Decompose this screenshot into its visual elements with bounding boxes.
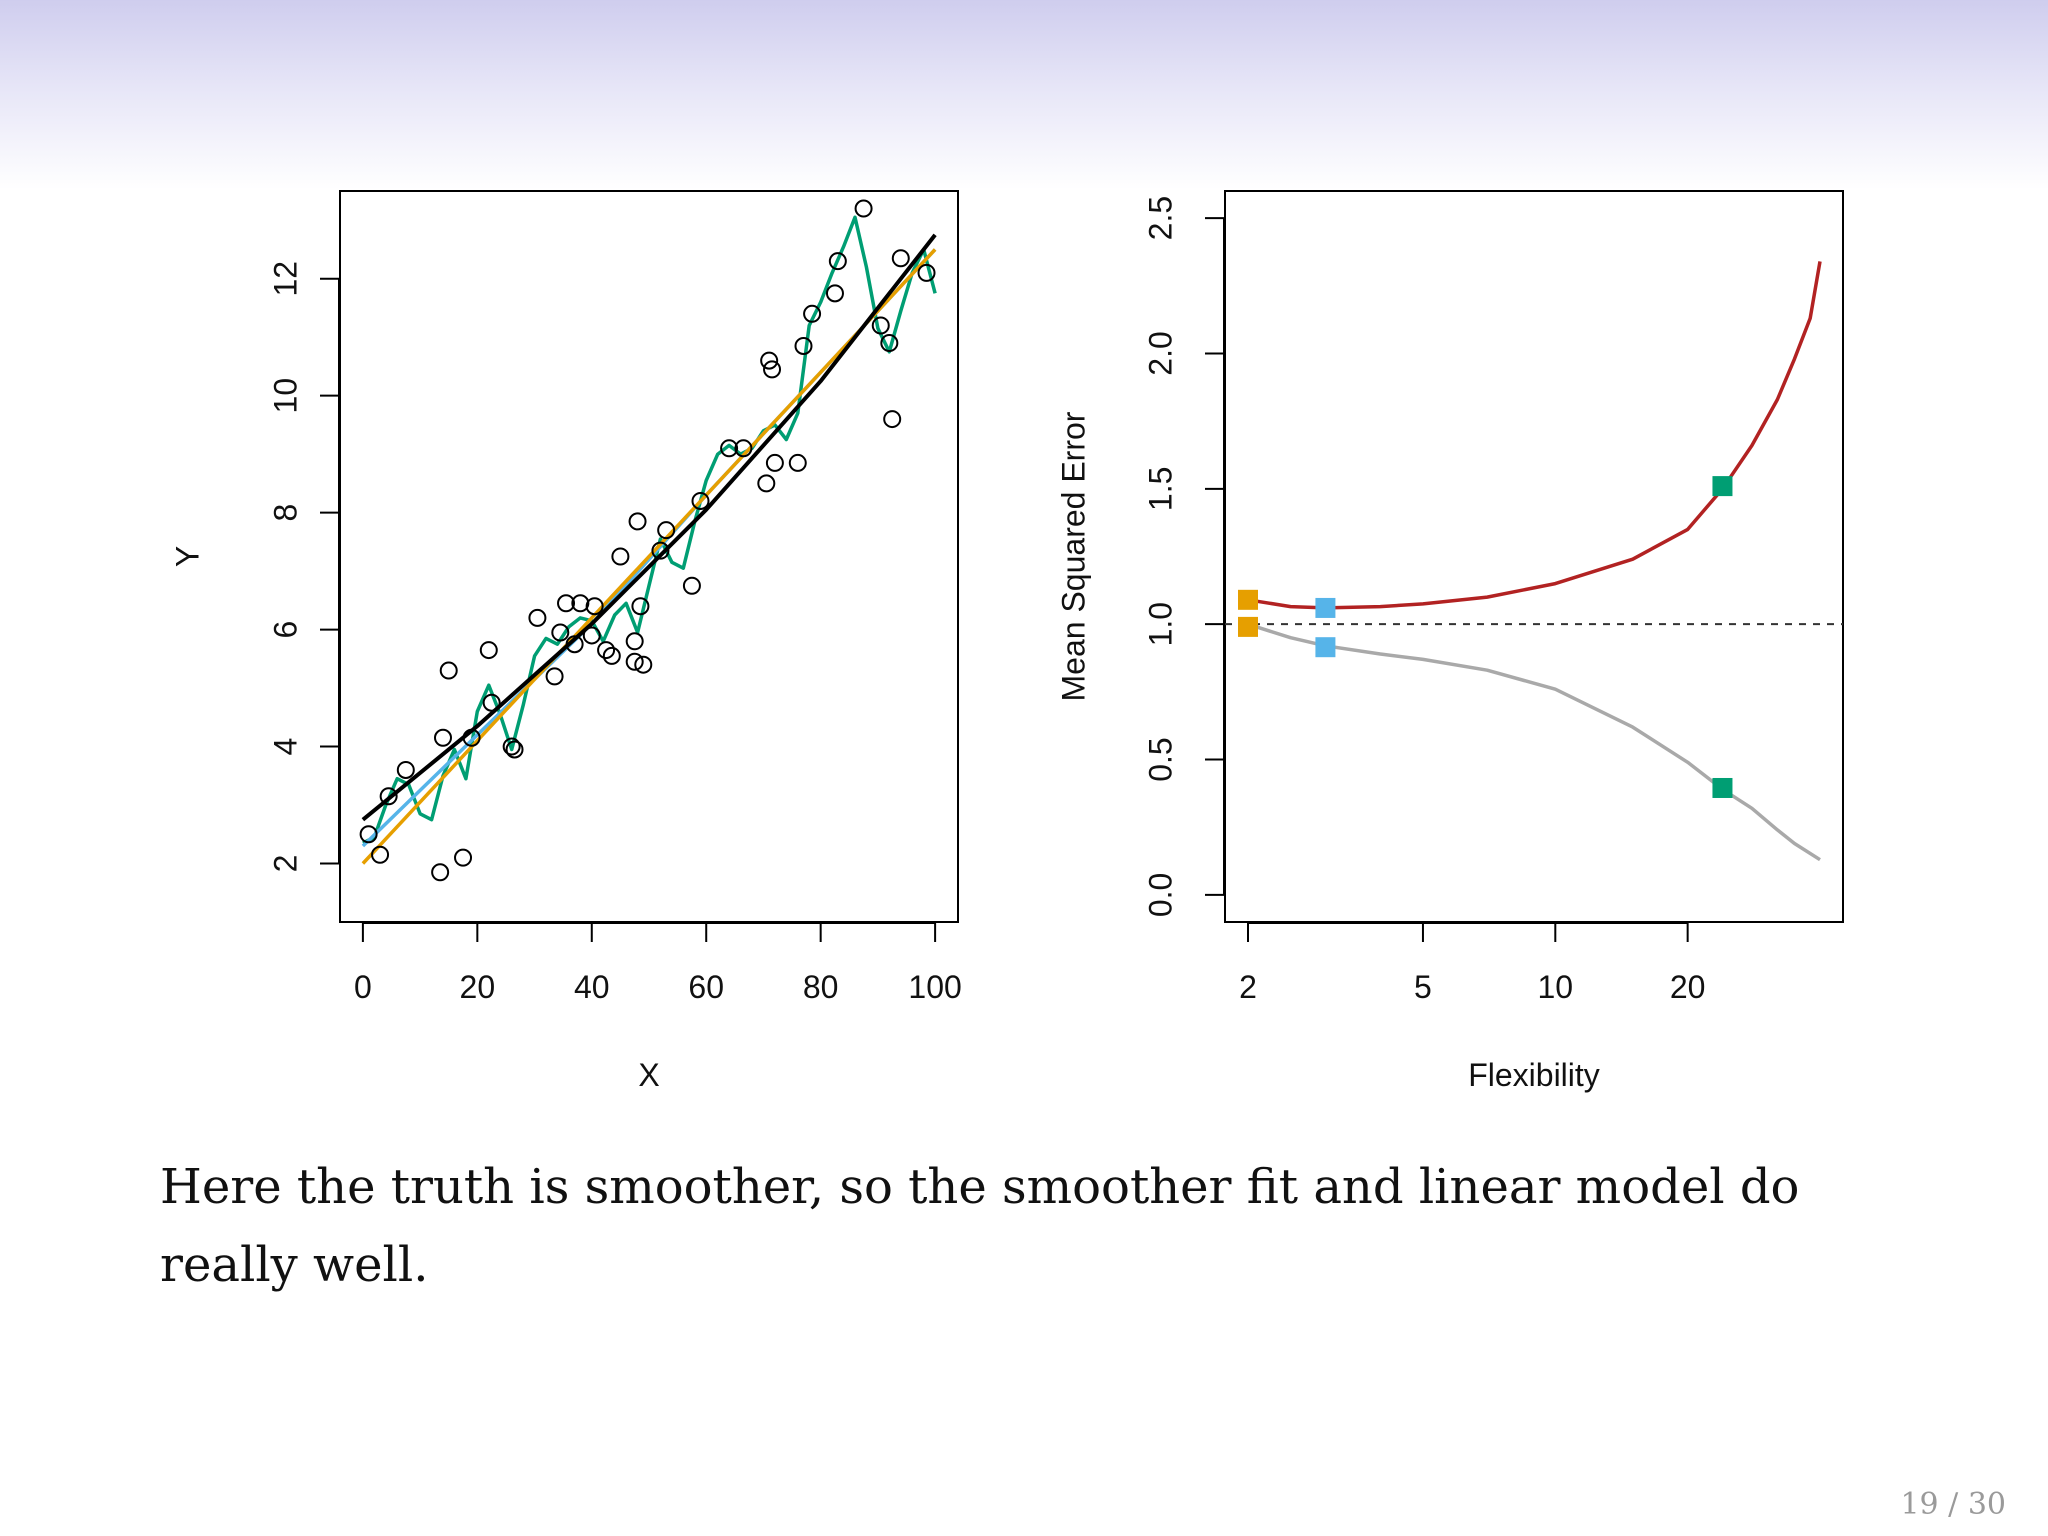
- data-point: [551, 623, 570, 642]
- data-point: [657, 521, 676, 540]
- square-marker: [1238, 589, 1258, 610]
- test-mse-curve: [1247, 261, 1822, 610]
- y-tick-label: 1.5: [1142, 467, 1178, 511]
- data-point: [371, 845, 390, 864]
- data-point: [396, 760, 415, 779]
- data-point: [582, 626, 601, 645]
- data-point: [505, 740, 524, 759]
- y-tick-label: 0.5: [1142, 737, 1178, 781]
- training-mse-curve: [1247, 622, 1821, 862]
- y-axis-title: Mean Squared Error: [1055, 411, 1091, 701]
- x-tick-label: 40: [574, 969, 610, 1005]
- linear-fit-line: [361, 248, 937, 865]
- data-point: [482, 693, 501, 712]
- data-point: [631, 597, 650, 616]
- data-point: [602, 646, 621, 665]
- data-point: [788, 453, 807, 472]
- data-point: [734, 439, 753, 458]
- data-point: [528, 608, 547, 627]
- y-tick-label: 2.5: [1142, 196, 1178, 240]
- data-point: [917, 263, 936, 282]
- square-marker: [1315, 597, 1336, 618]
- data-point: [462, 728, 481, 747]
- y-tick-label: 1.0: [1142, 602, 1178, 646]
- data-point: [794, 336, 813, 355]
- x-tick-label: 100: [908, 969, 961, 1005]
- x-tick-label: 80: [803, 969, 839, 1005]
- data-point: [379, 787, 398, 806]
- data-point: [439, 661, 458, 680]
- slide-caption: Here the truth is smoother, so the smoot…: [160, 1159, 1800, 1293]
- data-point: [682, 576, 701, 595]
- y-tick-label: 0.0: [1142, 873, 1178, 917]
- data-point: [720, 439, 739, 458]
- square-marker: [1712, 476, 1733, 497]
- data-point: [883, 410, 902, 429]
- square-marker: [1238, 616, 1258, 637]
- data-point: [571, 594, 590, 613]
- data-point: [825, 284, 844, 303]
- true-function-line: [361, 233, 937, 822]
- x-tick-label: 60: [688, 969, 724, 1005]
- page-number: 19 / 30: [1900, 1487, 2006, 1522]
- square-marker: [1712, 777, 1733, 798]
- data-point: [765, 453, 784, 472]
- data-point: [760, 351, 779, 370]
- data-point: [651, 541, 670, 560]
- x-axis-title: X: [638, 1057, 659, 1093]
- x-tick-label: 20: [460, 969, 496, 1005]
- data-point: [359, 825, 378, 844]
- data-point: [479, 641, 498, 660]
- data-point: [757, 474, 776, 493]
- data-point: [691, 491, 710, 510]
- data-point: [854, 199, 873, 218]
- data-point: [611, 547, 630, 566]
- y-tick-label: 6: [267, 621, 303, 639]
- data-point: [597, 641, 616, 660]
- slide-header-band: [0, 0, 2048, 190]
- y-tick-label: 10: [267, 378, 303, 414]
- x-tick-label: 5: [1414, 969, 1432, 1005]
- x-tick-label: 20: [1670, 969, 1706, 1005]
- x-tick-label: 2: [1239, 969, 1257, 1005]
- data-point: [871, 316, 890, 335]
- y-tick-label: 8: [267, 504, 303, 522]
- x-tick-label: 0: [354, 969, 372, 1005]
- data-point: [625, 632, 644, 651]
- x-axis-title: Flexibility: [1468, 1057, 1600, 1093]
- data-point: [628, 512, 647, 531]
- data-point: [431, 863, 450, 882]
- data-point: [828, 252, 847, 271]
- y-axis-title: Y: [169, 546, 205, 567]
- y-tick-label: 4: [267, 738, 303, 756]
- plot-frame-right: [1224, 190, 1844, 923]
- data-point: [891, 249, 910, 268]
- data-point: [545, 667, 564, 686]
- square-marker: [1315, 637, 1336, 658]
- y-tick-label: 12: [267, 261, 303, 297]
- data-point: [625, 652, 644, 671]
- data-point: [565, 635, 584, 654]
- x-tick-label: 10: [1538, 969, 1574, 1005]
- data-point: [454, 848, 473, 867]
- data-point: [803, 304, 822, 323]
- data-point: [585, 597, 604, 616]
- data-point: [880, 334, 899, 353]
- data-point: [763, 360, 782, 379]
- smooth-fit-line: [361, 248, 937, 848]
- data-point: [502, 737, 521, 756]
- data-point: [434, 728, 452, 747]
- y-tick-label: 2.0: [1142, 331, 1178, 375]
- data-point: [634, 655, 653, 674]
- data-point: [557, 594, 576, 613]
- y-tick-label: 2: [267, 855, 303, 873]
